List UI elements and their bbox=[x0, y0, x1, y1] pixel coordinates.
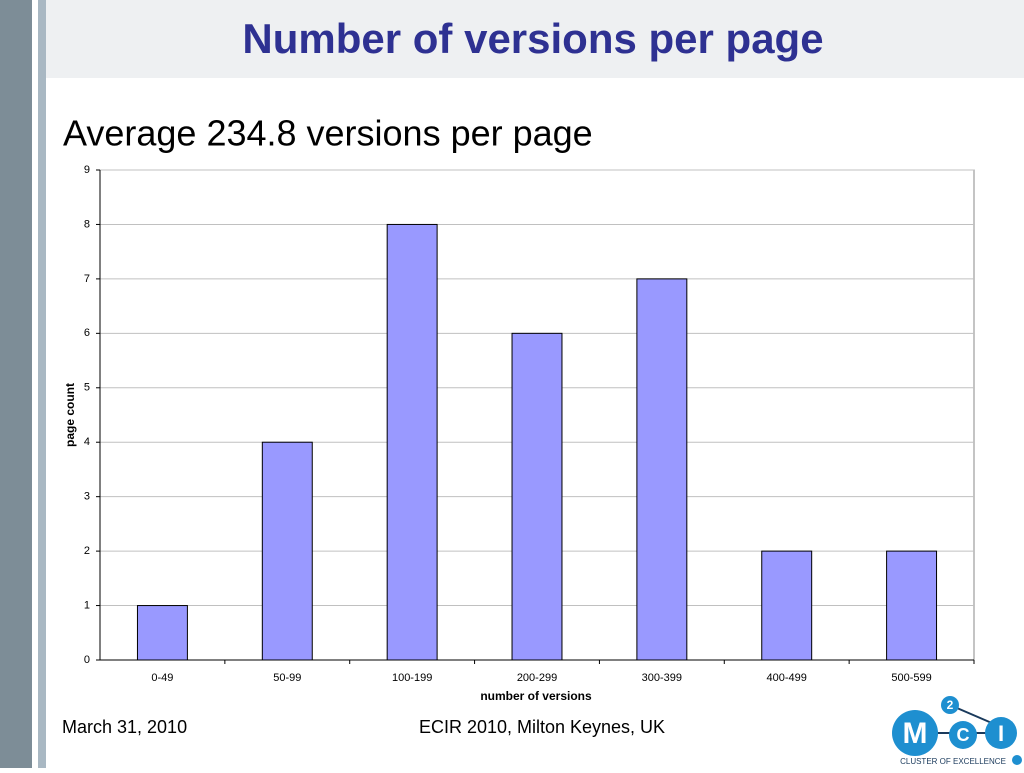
footer-venue: ECIR 2010, Milton Keynes, UK bbox=[419, 717, 665, 737]
x-axis-label: number of versions bbox=[480, 689, 592, 703]
footer-date: March 31, 2010 bbox=[62, 717, 187, 737]
y-tick-label: 1 bbox=[84, 599, 90, 611]
y-tick-label: 5 bbox=[84, 382, 90, 394]
slide-title: Number of versions per page bbox=[242, 15, 823, 62]
side-stripe bbox=[38, 0, 46, 768]
bar bbox=[511, 332, 563, 661]
logo-circle bbox=[949, 721, 977, 749]
x-tick-label: 300-399 bbox=[642, 672, 682, 684]
y-axis-label: page count bbox=[63, 383, 77, 447]
x-tick-label: 400-499 bbox=[767, 672, 807, 684]
bar bbox=[386, 223, 438, 661]
x-tick-label: 100-199 bbox=[392, 672, 432, 684]
logo-letter: I bbox=[998, 721, 1004, 746]
bar bbox=[886, 550, 938, 661]
x-tick-label: 200-299 bbox=[517, 672, 557, 684]
x-tick-label: 0-49 bbox=[151, 672, 173, 684]
slide-subtitle: Average 234.8 versions per page bbox=[63, 113, 593, 154]
logo-tagline: CLUSTER OF EXCELLENCE bbox=[900, 757, 1006, 766]
bar bbox=[761, 550, 813, 661]
x-tick-label: 500-599 bbox=[891, 672, 931, 684]
side-stripe bbox=[0, 0, 32, 768]
logo-letter: M bbox=[903, 717, 928, 750]
logo-circle bbox=[941, 696, 959, 714]
y-tick-label: 3 bbox=[84, 491, 90, 503]
y-tick-label: 9 bbox=[84, 164, 90, 176]
y-tick-label: 6 bbox=[84, 327, 90, 339]
logo-circle bbox=[985, 717, 1017, 749]
y-tick-label: 4 bbox=[84, 436, 90, 448]
y-tick-label: 0 bbox=[84, 654, 90, 666]
logo-letter: 2 bbox=[947, 698, 954, 712]
y-tick-label: 7 bbox=[84, 273, 90, 285]
logo: M 2 C I CLUSTER OF EXCELLENCE bbox=[892, 696, 1022, 766]
title-bar bbox=[46, 0, 1024, 78]
bar bbox=[261, 441, 313, 661]
y-tick-label: 8 bbox=[84, 218, 90, 230]
logo-letter: C bbox=[957, 725, 970, 745]
logo-circle bbox=[1012, 755, 1022, 765]
bar bbox=[636, 278, 688, 661]
bar bbox=[136, 605, 188, 661]
x-tick-label: 50-99 bbox=[273, 672, 301, 684]
y-tick-label: 2 bbox=[84, 545, 90, 557]
logo-circle bbox=[892, 710, 938, 756]
